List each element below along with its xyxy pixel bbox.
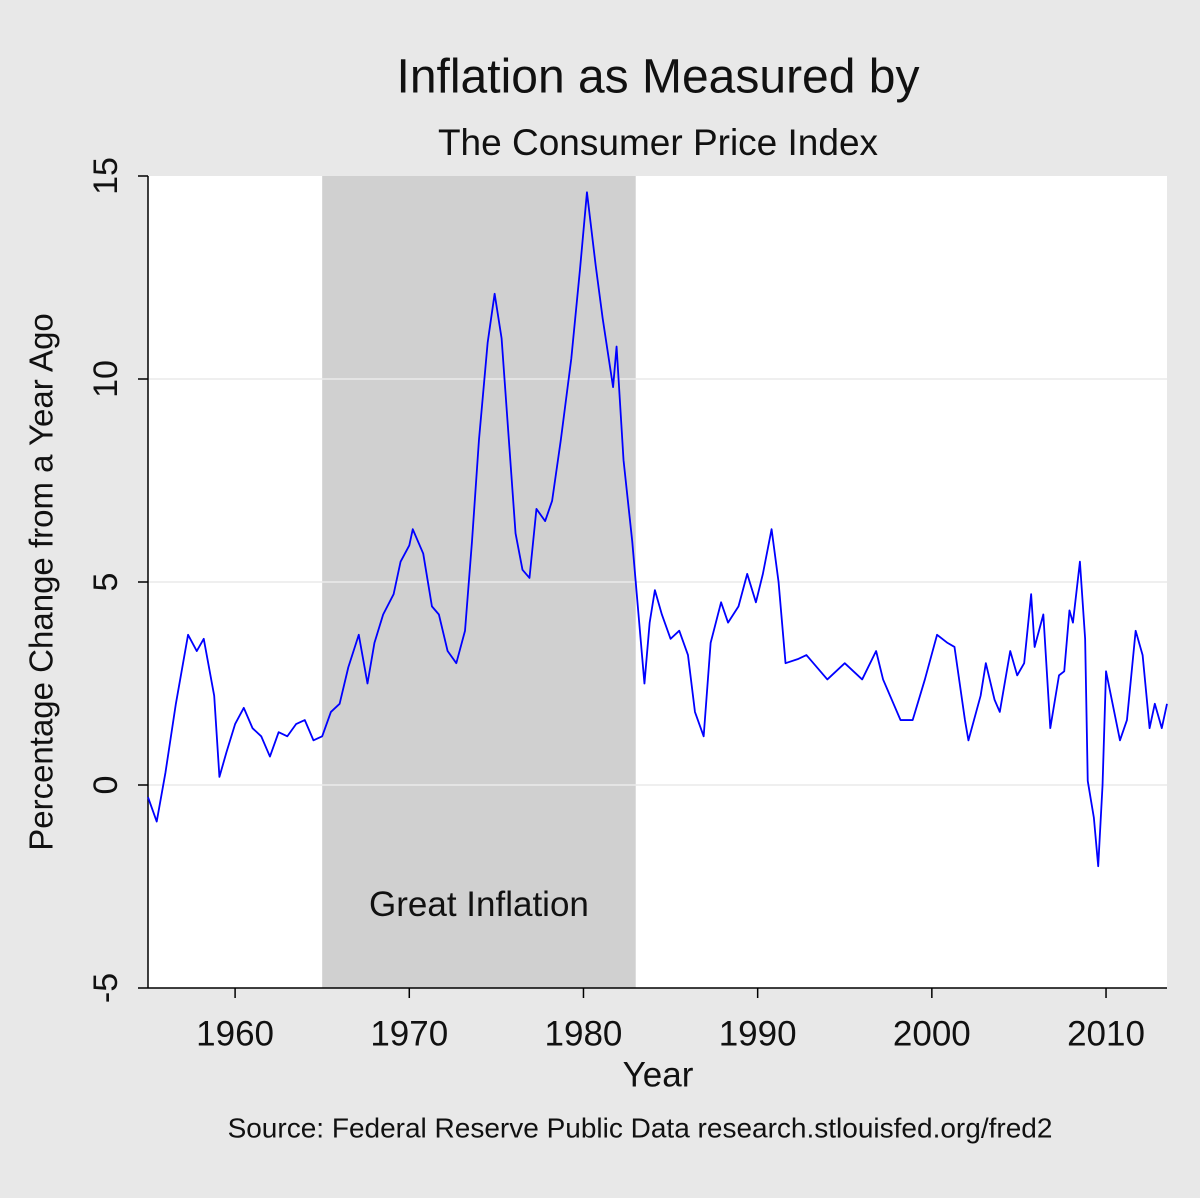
y-tick-label: 10 [87,360,125,398]
x-tick-label: 1960 [196,1014,274,1053]
x-tick-label: 2010 [1067,1014,1145,1053]
data-line [147,191,1168,868]
chart-title: Inflation as Measured by [397,51,920,104]
y-tick-label: 5 [87,573,125,592]
x-tick-label: 1980 [545,1014,623,1053]
source-note: Source: Federal Reserve Public Data rese… [228,1112,1053,1143]
y-tick-label: 15 [87,157,125,195]
y-axis-title: Percentage Change from a Year Ago [23,313,60,851]
x-axis-title: Year [623,1055,694,1094]
x-tick-label: 2000 [893,1014,971,1053]
y-tick-label: -5 [87,973,125,1003]
y-tick-label: 0 [87,776,125,795]
annotation: Great Inflation [369,885,589,924]
chart-subtitle: The Consumer Price Index [438,122,879,163]
x-tick-label: 1970 [370,1014,448,1053]
x-tick-label: 1990 [719,1014,797,1053]
